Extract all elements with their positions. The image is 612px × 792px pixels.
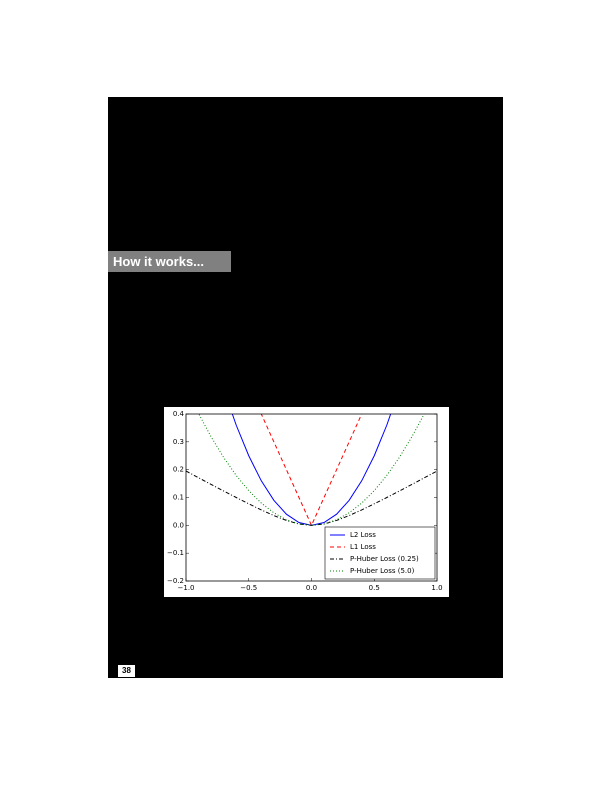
- legend-box: [324, 526, 436, 580]
- legend-label: L2 Loss: [350, 531, 376, 539]
- chart: −0.2 −0.1 0.0 0.1 0.2 0.3 0.4 −1.0 −0.5 0.0 0.5 1.0…: [164, 407, 449, 597]
- x-tick-label: −0.5: [240, 584, 257, 592]
- y-tick-label: 0.3: [173, 438, 184, 446]
- y-tick-label: −0.2: [167, 577, 184, 585]
- section-heading: How it works...: [108, 251, 231, 272]
- plot-area: [186, 414, 437, 527]
- y-tick-label: 0.1: [173, 494, 184, 502]
- x-tick-label: 0.0: [306, 584, 317, 592]
- y-tick-label: 0.0: [173, 521, 184, 529]
- page-number: 38: [118, 665, 135, 677]
- y-tick-label: −0.1: [167, 549, 184, 557]
- legend-label: L1 Loss: [350, 543, 376, 551]
- y-tick-label: 0.2: [173, 466, 184, 474]
- x-tick-label: 1.0: [431, 584, 442, 592]
- x-tick-label: −1.0: [178, 584, 195, 592]
- plot-frame: [185, 413, 438, 582]
- series-line: [186, 470, 437, 526]
- legend-label: P-Huber Loss (0.25): [350, 555, 419, 563]
- x-tick-label: 0.5: [369, 584, 380, 592]
- legend-label: P-Huber Loss (5.0): [350, 567, 415, 575]
- y-tick-label: 0.4: [173, 410, 185, 418]
